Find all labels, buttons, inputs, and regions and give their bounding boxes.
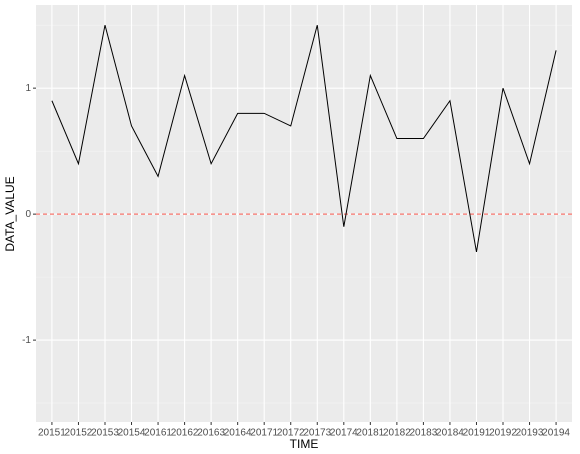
x-tick-label: 20174 bbox=[330, 428, 358, 439]
y-tick-label: 0 bbox=[25, 209, 31, 220]
x-tick-label: 20182 bbox=[383, 428, 411, 439]
y-tick-label: 1 bbox=[25, 83, 31, 94]
x-tick-label: 20152 bbox=[65, 428, 93, 439]
x-tick-label: 20192 bbox=[489, 428, 517, 439]
x-tick-label: 20193 bbox=[516, 428, 544, 439]
x-tick-label: 20183 bbox=[409, 428, 437, 439]
x-tick-label: 20172 bbox=[277, 428, 305, 439]
x-axis-title: TIME bbox=[290, 437, 319, 451]
y-axis-title: DATA_VALUE bbox=[3, 176, 17, 251]
x-tick-label: 20162 bbox=[171, 428, 199, 439]
x-tick-label: 20164 bbox=[224, 428, 252, 439]
x-tick-label: 20194 bbox=[542, 428, 570, 439]
x-tick-label: 20153 bbox=[91, 428, 119, 439]
x-tick-label: 20173 bbox=[303, 428, 331, 439]
data-line bbox=[51, 25, 557, 253]
x-tick-label: 20191 bbox=[463, 428, 491, 439]
x-tick-label: 20163 bbox=[197, 428, 225, 439]
x-tick-label: 20171 bbox=[250, 428, 278, 439]
x-tick-label: 20151 bbox=[38, 428, 66, 439]
x-tick-label: 20184 bbox=[436, 428, 464, 439]
x-tick-label: 20154 bbox=[118, 428, 146, 439]
x-tick-label: 20181 bbox=[356, 428, 384, 439]
y-tick-label: -1 bbox=[22, 335, 31, 346]
x-tick-label: 20161 bbox=[144, 428, 172, 439]
